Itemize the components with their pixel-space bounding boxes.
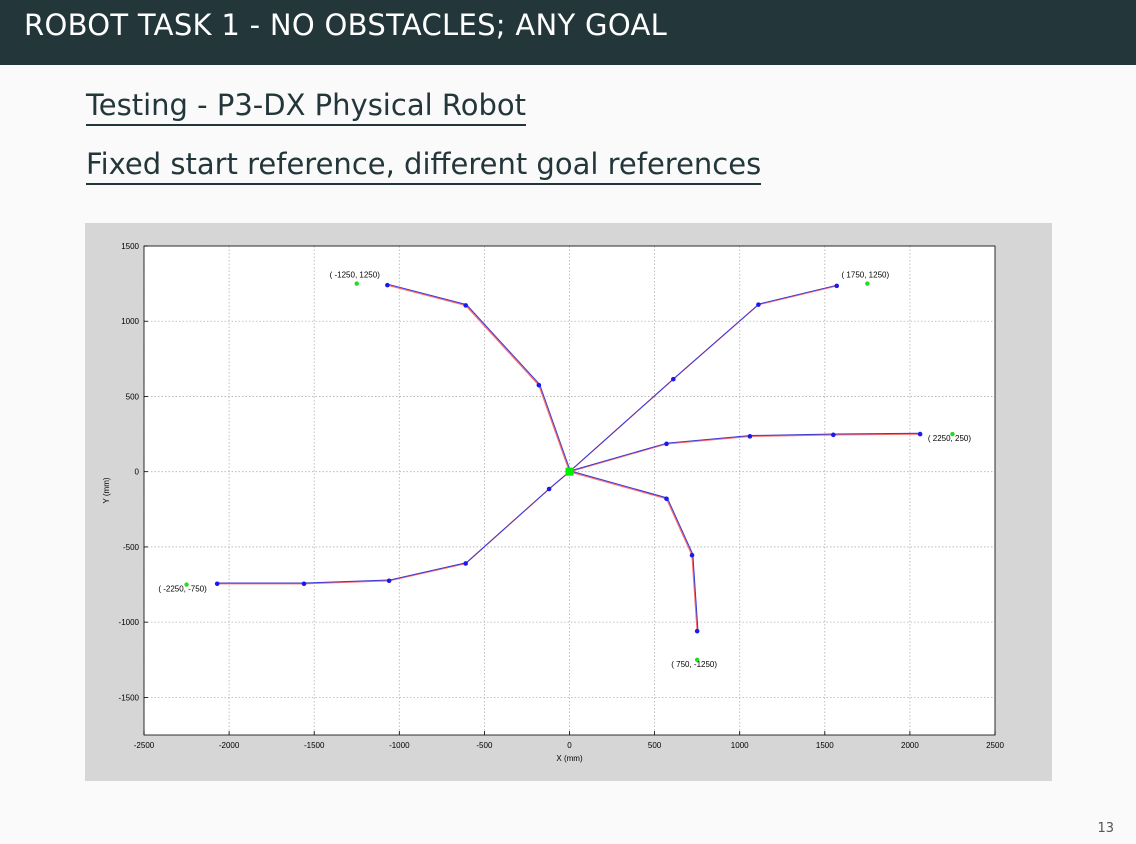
x-tick-label: -2500 [134,741,155,750]
slide-title: ROBOT TASK 1 - NO OBSTACLES; ANY GOAL [24,8,668,42]
y-tick-label: -1500 [119,693,140,702]
waypoint-marker [671,376,676,382]
waypoint-marker [536,382,542,388]
goal-label: ( 1750, 1250) [842,271,890,280]
goal-marker [354,281,359,286]
waypoint-marker [756,302,761,307]
waypoint-marker [546,486,552,492]
waypoint-marker [385,282,390,288]
start-marker [565,467,574,476]
waypoint-marker [834,283,840,289]
waypoint-marker [831,432,836,438]
waypoint-marker [463,561,468,566]
waypoint-marker [747,434,753,439]
x-tick-label: 1000 [731,741,749,750]
y-tick-label: 1000 [121,317,139,326]
robot-path [570,470,699,631]
goal-marker [694,657,700,662]
plot-border [143,245,996,736]
x-tick-label: 2500 [986,741,1004,750]
x-tick-label: 1500 [816,741,834,750]
x-tick-label: 2000 [901,741,919,750]
y-tick-label: 0 [135,468,140,477]
section-subheading: Fixed start reference, different goal re… [86,147,762,185]
reference-path [387,284,571,472]
y-axis-label: Y (mm) [102,477,111,503]
slide-header: ROBOT TASK 1 - NO OBSTACLES; ANY GOAL [0,0,1136,65]
x-tick-label: -2000 [219,741,240,750]
goal-label: ( 750, -1250) [671,660,717,669]
waypoint-marker [917,431,923,437]
goal-label: ( -2250, -750) [158,585,207,594]
waypoint-marker [664,496,669,502]
page-number: 13 [1097,821,1114,836]
waypoint-marker [689,552,695,558]
plot-area [144,246,995,735]
x-axis-label: X (mm) [556,754,583,763]
trajectory-figure: -2500 -2000 -1500 -1000 -500 0 500 1000 1500 2000… [85,223,1052,781]
y-tick-label: 1500 [121,242,139,251]
goal-label: ( -1250, 1250) [330,271,381,280]
waypoint-marker [386,578,392,584]
waypoint-marker [694,628,700,634]
waypoint-marker [214,581,220,587]
goal-label: ( 2250, 250) [928,434,971,443]
x-tick-label: 500 [648,741,662,750]
y-tick-label: -1000 [119,618,140,627]
x-tick-label: -1500 [304,741,325,750]
x-tick-label: 0 [567,741,572,750]
section-heading: Testing - P3-DX Physical Robot [86,88,526,126]
x-tick-label: -1000 [389,741,410,750]
robot-path [388,283,571,472]
x-tick-label: -500 [476,741,493,750]
goal-marker [184,582,189,587]
waypoint-marker [463,303,468,308]
reference-path [569,471,698,632]
y-tick-label: 500 [126,392,140,401]
robot-path [569,284,838,472]
waypoint-marker [301,581,307,587]
goal-marker [865,281,870,286]
goal-marker [950,431,955,437]
trajectory-chart: -2500 -2000 -1500 -1000 -500 0 500 1000 1500 2000… [102,242,1004,763]
robot-path [217,470,571,584]
y-tick-label: -500 [123,543,140,552]
waypoint-marker [664,441,669,447]
